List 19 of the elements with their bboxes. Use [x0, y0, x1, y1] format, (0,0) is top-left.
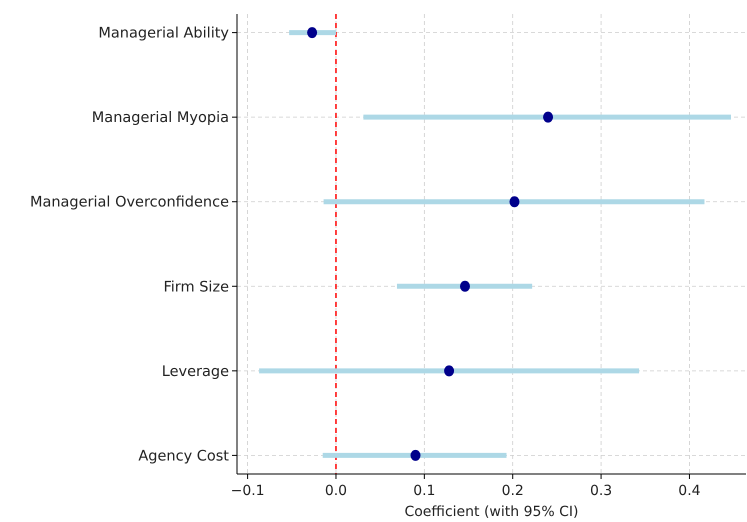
point — [509, 196, 520, 208]
x-tick-label: 0.3 — [590, 483, 612, 499]
x-tick-label: −0.1 — [230, 483, 265, 499]
point — [307, 27, 318, 38]
y-tick-label: Managerial Myopia — [92, 110, 229, 126]
y-tick-label: Leverage — [162, 364, 230, 380]
x-axis-title: Coefficient (with 95% CI) — [404, 504, 579, 520]
x-tick-label: 0.4 — [678, 483, 701, 499]
point — [543, 112, 554, 123]
x-tick-label: 0.2 — [502, 483, 524, 499]
point — [410, 450, 421, 461]
y-tick-label: Agency Cost — [138, 448, 230, 464]
x-tick-label: 0.0 — [324, 483, 348, 499]
y-tick-label: Firm Size — [163, 279, 230, 296]
y-tick-label: Managerial Overconfidence — [30, 194, 230, 211]
point — [460, 280, 470, 292]
x-tick-label: 0.1 — [413, 483, 436, 499]
point — [444, 365, 454, 376]
y-tick-label: Managerial Ability — [98, 26, 230, 42]
